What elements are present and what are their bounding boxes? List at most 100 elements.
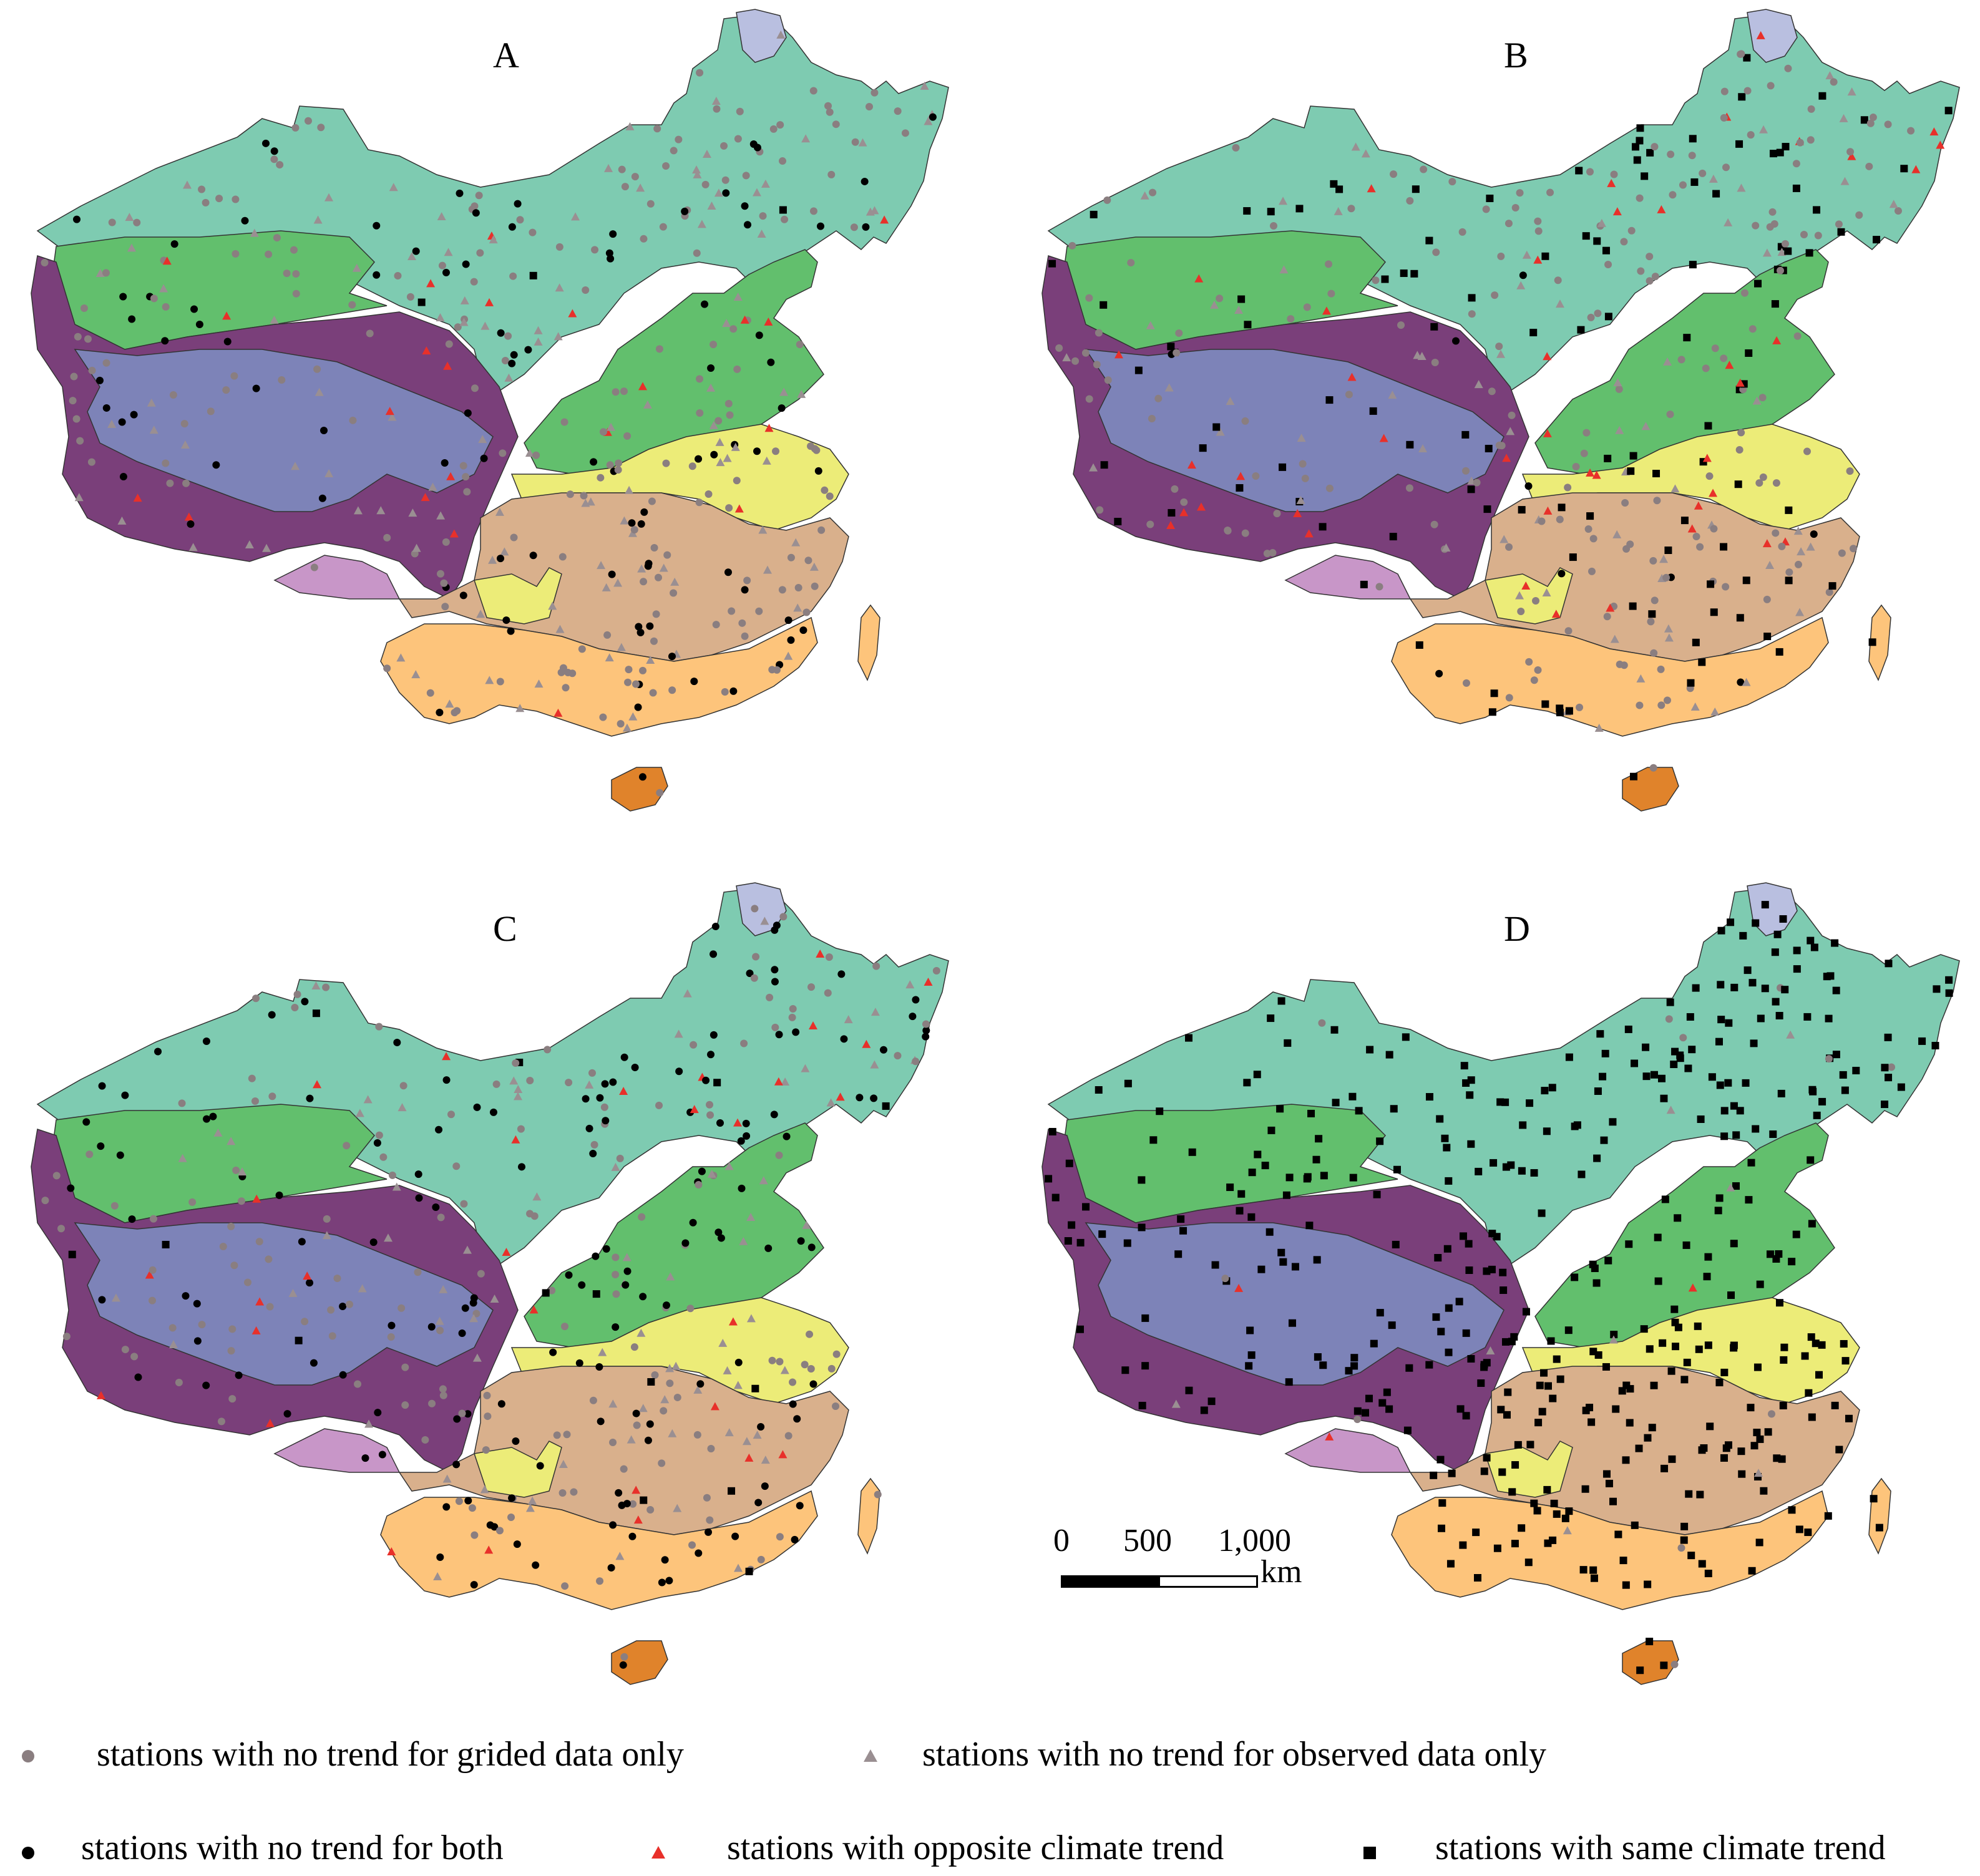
station-same	[1207, 1397, 1216, 1406]
station-both	[472, 209, 480, 217]
station-gridded-only	[1505, 694, 1513, 702]
scale-bar: 0 500 1,000 km	[1042, 1522, 1342, 1597]
station-same	[1771, 948, 1779, 956]
station-both	[502, 616, 510, 625]
station-both	[373, 1139, 381, 1147]
station-observed-only	[358, 1284, 367, 1293]
station-gridded-only	[1621, 499, 1629, 507]
station-same	[1873, 236, 1881, 244]
station-both	[414, 1170, 422, 1179]
station-observed-only	[724, 1162, 734, 1170]
station-markers	[1048, 31, 1953, 780]
station-gridded-only	[230, 372, 238, 380]
station-observed-only	[515, 704, 525, 712]
station-opposite	[1533, 255, 1543, 264]
station-both	[714, 1228, 723, 1237]
station-both	[514, 200, 522, 208]
region-tibet-plateau	[74, 349, 494, 512]
station-observed-only	[571, 212, 580, 221]
station-gridded-only	[232, 1166, 240, 1174]
station-same	[1698, 658, 1706, 666]
station-same	[1305, 1222, 1314, 1230]
station-both	[668, 653, 676, 661]
station-same	[1279, 1258, 1287, 1266]
station-same	[1727, 1291, 1735, 1300]
station-same	[1362, 1409, 1370, 1417]
station-same	[1944, 107, 1953, 115]
station-observed-only	[673, 1504, 682, 1512]
station-gridded-only	[1838, 549, 1846, 557]
station-same	[1467, 1140, 1475, 1148]
station-same	[1687, 1552, 1695, 1560]
station-both	[628, 1532, 636, 1540]
station-gridded-only	[1894, 207, 1902, 215]
station-gridded-only	[1263, 550, 1271, 558]
station-observed-only	[436, 511, 446, 520]
station-same	[1534, 1419, 1543, 1427]
station-same	[1710, 608, 1718, 616]
station-gridded-only	[599, 428, 607, 436]
station-same	[1870, 1495, 1878, 1503]
station-same	[1692, 984, 1700, 992]
station-both	[193, 1337, 202, 1345]
station-opposite	[774, 1077, 783, 1086]
station-gridded-only	[1468, 310, 1476, 318]
station-both	[275, 1191, 283, 1199]
station-both	[634, 703, 642, 711]
station-observed-only	[534, 326, 543, 334]
station-both	[646, 1420, 654, 1428]
station-both	[741, 202, 749, 210]
station-same	[1350, 1354, 1358, 1362]
station-gridded-only	[750, 974, 758, 982]
station-observed-only	[643, 400, 652, 409]
station-observed-only	[1664, 624, 1673, 633]
station-observed-only	[724, 1428, 734, 1437]
station-both	[791, 1535, 799, 1543]
region-far-north-lavender	[736, 882, 787, 936]
station-both	[929, 113, 937, 121]
station-both	[701, 300, 709, 308]
station-same	[1138, 1223, 1146, 1232]
station-same	[1565, 1507, 1573, 1515]
station-both	[510, 351, 518, 359]
station-same	[1692, 638, 1700, 646]
station-observed-only	[1670, 484, 1680, 493]
station-gridded-only	[291, 1003, 299, 1011]
station-gridded-only	[1800, 230, 1808, 238]
station-same	[1807, 1156, 1815, 1164]
station-observed-only	[245, 540, 254, 548]
station-observed-only	[627, 1435, 636, 1444]
station-gridded-only	[1884, 120, 1892, 129]
station-gridded-only	[1649, 556, 1657, 565]
station-observed-only	[1754, 1469, 1763, 1477]
station-opposite	[449, 529, 459, 538]
station-gridded-only	[292, 289, 300, 298]
station-gridded-only	[397, 1304, 406, 1312]
station-same	[1412, 185, 1420, 193]
station-same	[1114, 517, 1122, 525]
station-observed-only	[1726, 1183, 1735, 1192]
station-observed-only	[534, 679, 544, 688]
station-observed-only	[707, 1169, 716, 1178]
station-both	[235, 1371, 243, 1379]
station-gridded-only	[566, 490, 574, 498]
station-observed-only	[801, 1064, 810, 1072]
station-observed-only	[433, 1572, 442, 1581]
station-gridded-only	[149, 1296, 157, 1305]
station-gridded-only	[102, 359, 110, 367]
station-observed-only	[734, 1563, 743, 1572]
station-same	[1443, 1144, 1451, 1152]
station-both	[578, 1281, 586, 1289]
station-same	[1775, 1250, 1783, 1258]
station-gridded-only	[1720, 114, 1728, 122]
station-both	[497, 329, 505, 337]
station-observed-only	[870, 206, 879, 215]
station-markers	[1045, 901, 1953, 1674]
region-taiwan	[1868, 604, 1891, 681]
station-observed-only	[364, 1419, 374, 1428]
station-both	[452, 1460, 461, 1469]
station-gridded-only	[743, 576, 751, 585]
station-gridded-only	[1748, 325, 1757, 333]
station-same	[1483, 1454, 1491, 1462]
station-both	[458, 1329, 466, 1337]
